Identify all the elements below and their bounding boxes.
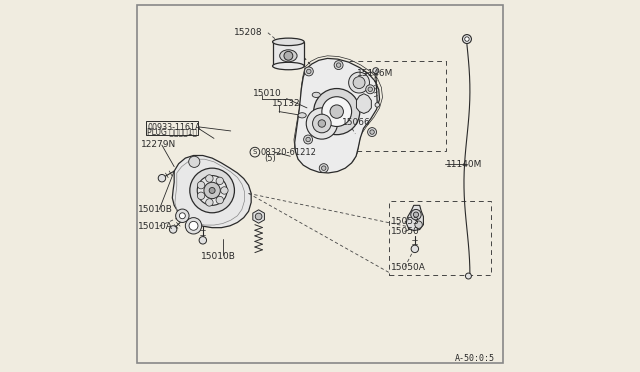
Circle shape — [255, 213, 262, 220]
Circle shape — [197, 176, 227, 205]
Circle shape — [199, 237, 207, 244]
Ellipse shape — [280, 50, 297, 62]
Polygon shape — [253, 210, 264, 223]
Circle shape — [463, 35, 472, 44]
Text: 15010: 15010 — [253, 89, 282, 98]
Text: 15208: 15208 — [234, 28, 263, 37]
Bar — [348, 61, 447, 151]
Circle shape — [204, 182, 220, 199]
Circle shape — [209, 187, 215, 193]
Circle shape — [303, 135, 312, 144]
Circle shape — [170, 226, 177, 233]
Circle shape — [205, 175, 213, 182]
Text: S: S — [253, 149, 257, 155]
Text: 15010B: 15010B — [138, 205, 173, 214]
Circle shape — [365, 85, 374, 94]
Polygon shape — [172, 155, 251, 228]
Polygon shape — [356, 94, 371, 113]
Text: 00933-1161A: 00933-1161A — [147, 123, 201, 132]
Circle shape — [221, 187, 228, 194]
Text: (5): (5) — [264, 154, 276, 163]
Circle shape — [216, 177, 223, 185]
Circle shape — [337, 63, 341, 67]
Bar — [146, 121, 198, 135]
Circle shape — [175, 209, 189, 222]
Circle shape — [413, 212, 419, 217]
Text: 15053: 15053 — [392, 217, 420, 226]
Circle shape — [305, 67, 314, 76]
Bar — [389, 201, 491, 275]
Text: 15010B: 15010B — [201, 252, 236, 261]
Circle shape — [284, 51, 293, 60]
Circle shape — [205, 199, 213, 206]
Circle shape — [312, 114, 331, 133]
Circle shape — [373, 68, 379, 74]
Circle shape — [334, 61, 343, 70]
Circle shape — [186, 218, 202, 234]
Circle shape — [367, 128, 376, 137]
Circle shape — [465, 273, 472, 279]
Text: A-50:0:5: A-50:0:5 — [455, 354, 495, 363]
Circle shape — [318, 120, 326, 127]
Text: 12279N: 12279N — [141, 140, 177, 149]
Circle shape — [307, 69, 311, 74]
Circle shape — [322, 97, 351, 126]
Polygon shape — [406, 205, 424, 231]
Circle shape — [250, 147, 260, 157]
Text: PLUG プラグ（1）: PLUG プラグ（1） — [147, 128, 198, 137]
Text: 15132: 15132 — [271, 99, 300, 108]
Circle shape — [190, 168, 234, 213]
Text: 08320-61212: 08320-61212 — [260, 148, 316, 157]
Circle shape — [368, 87, 372, 92]
Bar — [273, 42, 304, 66]
Ellipse shape — [273, 62, 304, 70]
Ellipse shape — [298, 113, 306, 118]
Ellipse shape — [273, 38, 304, 46]
Circle shape — [370, 130, 374, 134]
Circle shape — [415, 221, 422, 228]
Circle shape — [197, 192, 205, 199]
Circle shape — [189, 221, 198, 230]
Circle shape — [375, 103, 380, 107]
Circle shape — [411, 209, 421, 220]
Text: 15146M: 15146M — [357, 69, 394, 78]
Text: 15010A: 15010A — [138, 222, 173, 231]
Circle shape — [306, 137, 310, 142]
Text: 15050A: 15050A — [392, 263, 426, 272]
Text: 15066: 15066 — [342, 118, 371, 126]
Circle shape — [330, 105, 344, 118]
Polygon shape — [294, 58, 380, 173]
Circle shape — [353, 77, 365, 89]
Circle shape — [465, 37, 469, 41]
Circle shape — [216, 196, 223, 204]
Circle shape — [314, 89, 360, 135]
Circle shape — [179, 213, 186, 219]
Ellipse shape — [312, 92, 321, 97]
Circle shape — [306, 108, 337, 139]
Circle shape — [158, 174, 166, 182]
Text: 11140M: 11140M — [445, 160, 482, 169]
Circle shape — [197, 182, 205, 189]
Circle shape — [321, 166, 326, 170]
Circle shape — [189, 156, 200, 167]
Circle shape — [349, 72, 369, 93]
Circle shape — [319, 164, 328, 173]
Circle shape — [411, 245, 419, 253]
Text: 15050: 15050 — [392, 227, 420, 236]
